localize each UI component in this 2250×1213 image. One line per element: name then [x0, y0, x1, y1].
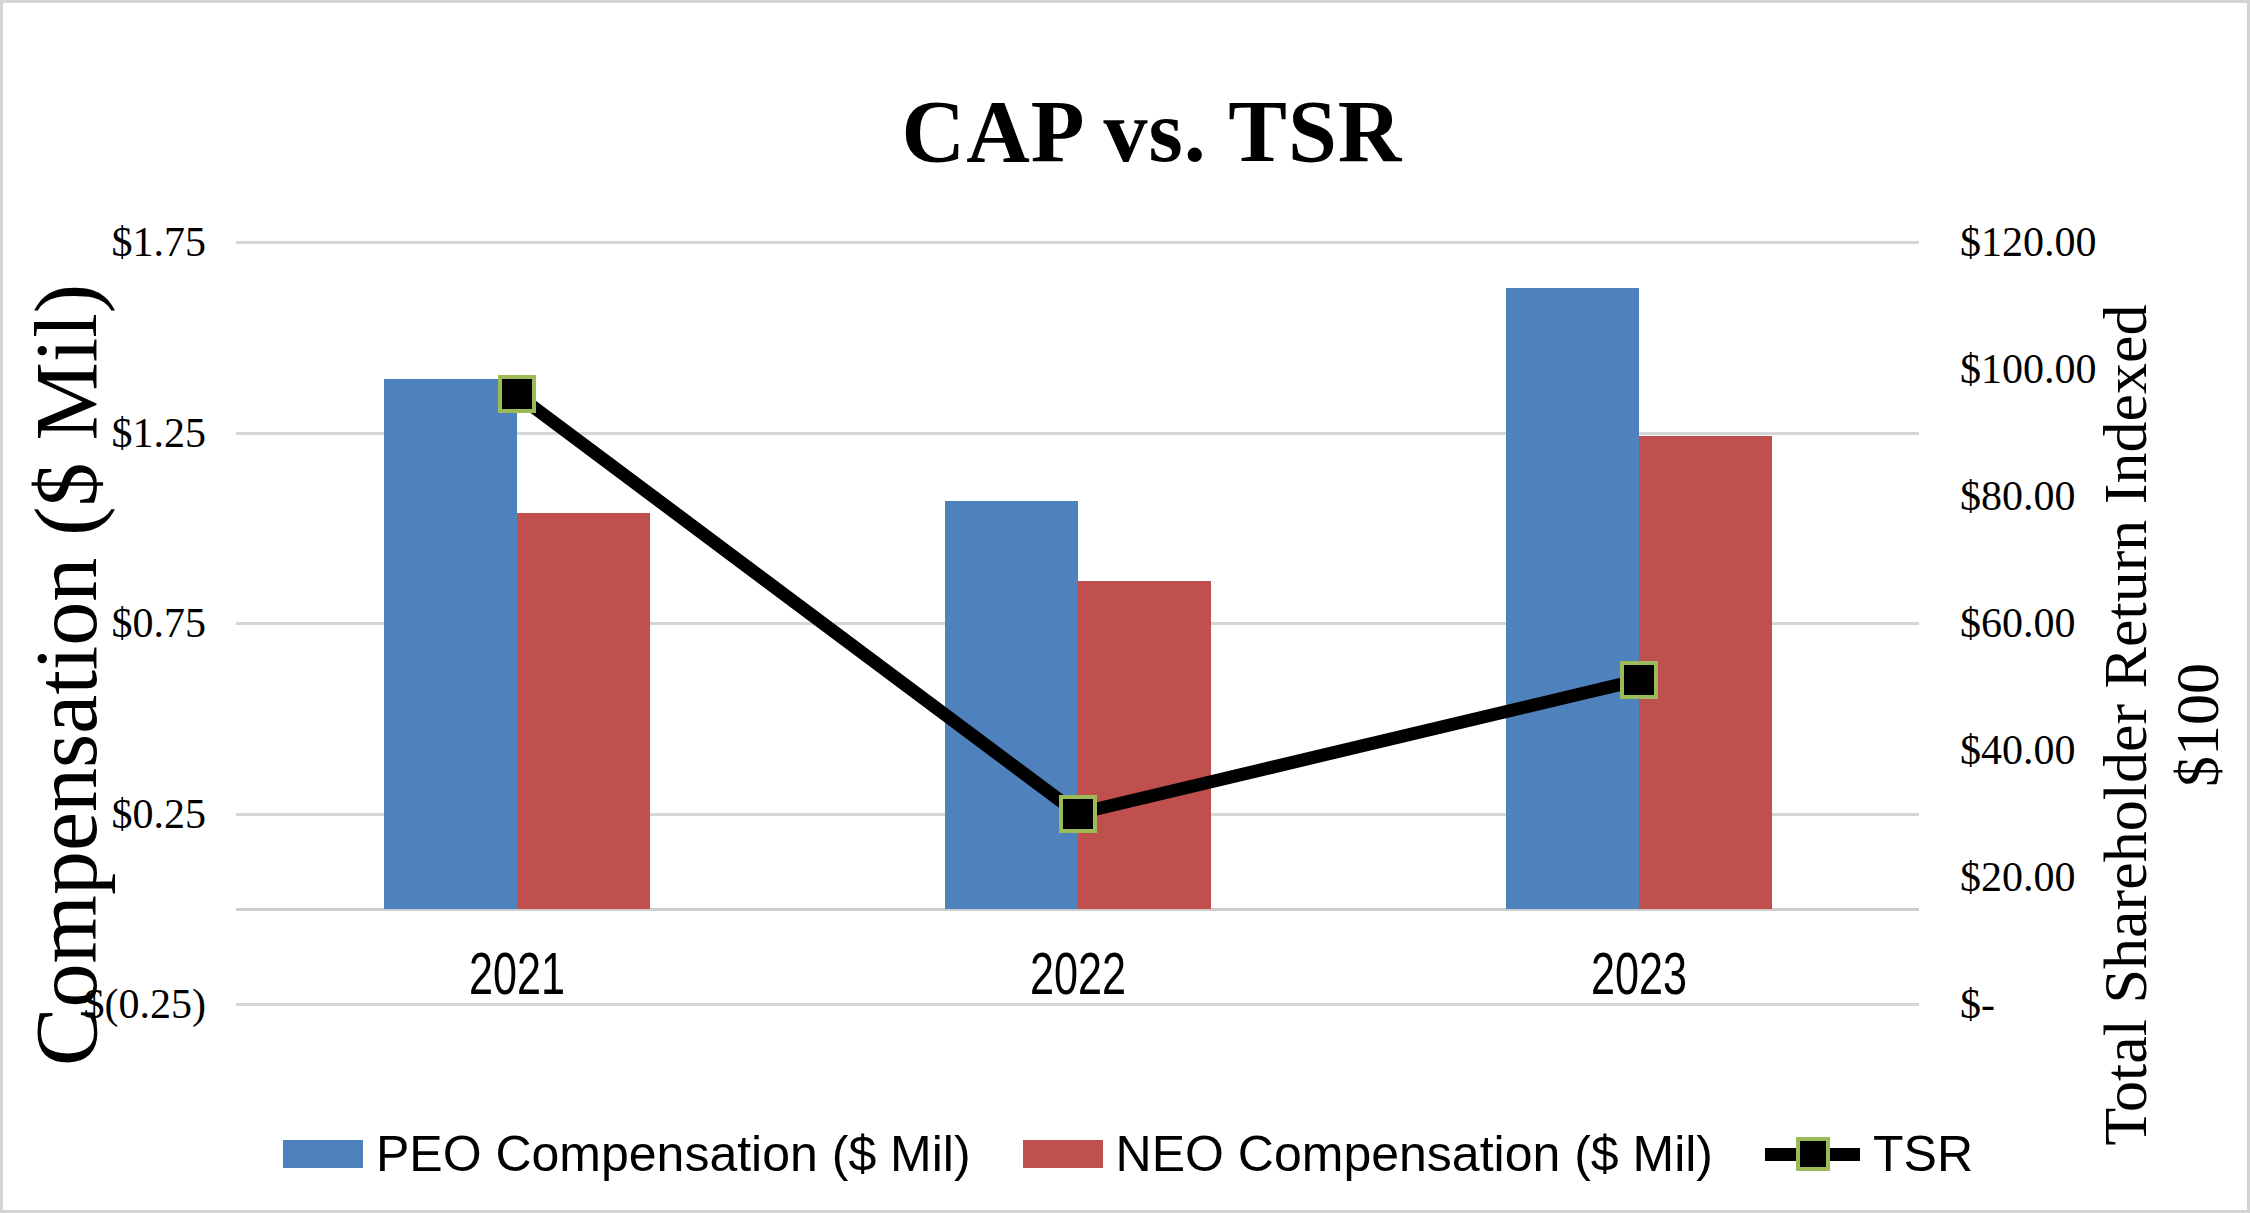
y-axis-tick-label-left: $(0.25): [3, 981, 206, 1027]
legend-swatch-neo: [1023, 1140, 1103, 1168]
tsr-marker-2023: [1620, 661, 1658, 699]
chart-title: CAP vs. TSR: [902, 81, 1403, 182]
bar-neo-2023: [1639, 436, 1772, 908]
y-axis-tick-label-right: $100.00: [1960, 346, 2240, 392]
legend-label: PEO Compensation ($ Mil): [376, 1125, 971, 1183]
bar-neo-2022: [1078, 581, 1211, 909]
legend-tsr-marker: [1796, 1137, 1830, 1171]
y-axis-tick-label-right: $120.00: [1960, 219, 2240, 265]
y-axis-tick-label-right: $-: [1960, 981, 2240, 1027]
bar-peo-2021: [384, 379, 517, 909]
y-axis-tick-label-right: $40.00: [1960, 727, 2240, 773]
legend-label: NEO Compensation ($ Mil): [1116, 1125, 1713, 1183]
tsr-marker-2021: [498, 375, 536, 413]
bar-peo-2022: [945, 501, 1078, 909]
y-axis-tick-label-left: $0.25: [3, 791, 206, 837]
tsr-marker-2022: [1059, 795, 1097, 833]
y-axis-tick-label-right: $60.00: [1960, 600, 2240, 646]
y-axis-tick-label-left: $0.75: [3, 600, 206, 646]
chart-canvas: CAP vs. TSR Compensation ($ Mil) Total S…: [0, 0, 2250, 1213]
y-axis-tick-label-right: $20.00: [1960, 854, 2240, 900]
legend-item-peo: PEO Compensation ($ Mil): [283, 1125, 971, 1183]
legend: PEO Compensation ($ Mil) NEO Compensation…: [3, 1120, 2250, 1188]
bar-peo-2023: [1506, 288, 1639, 909]
legend-swatch-tsr: [1765, 1136, 1860, 1172]
gridline: [236, 241, 1919, 244]
y-axis-tick-label-right: $80.00: [1960, 473, 2240, 519]
y-axis-tick-label-left: $1.25: [3, 410, 206, 456]
left-axis-title: Compensation ($ Mil): [16, 284, 117, 1066]
x-axis-label-2023: 2023: [1590, 944, 1686, 1004]
legend-label: TSR: [1873, 1125, 1973, 1183]
legend-item-neo: NEO Compensation ($ Mil): [1023, 1125, 1713, 1183]
legend-item-tsr: TSR: [1765, 1125, 1973, 1183]
bar-neo-2021: [517, 513, 650, 909]
legend-swatch-peo: [283, 1140, 363, 1168]
x-axis-label-2021: 2021: [468, 944, 564, 1004]
y-axis-tick-label-left: $1.75: [3, 219, 206, 265]
x-axis-label-2022: 2022: [1029, 944, 1125, 1004]
